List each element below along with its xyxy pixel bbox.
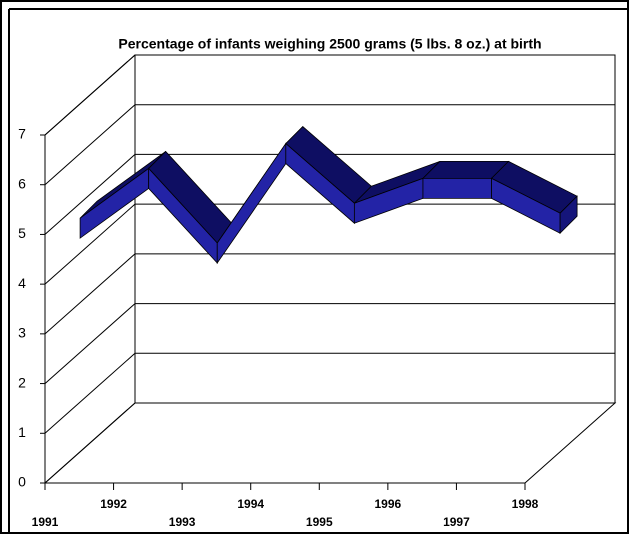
x-tick-label: 1996 <box>375 497 402 511</box>
x-tick-label: 1993 <box>169 515 196 529</box>
grid-line <box>44 352 136 434</box>
x-tick-label: 1997 <box>443 515 470 529</box>
x-tick-label: 1998 <box>512 497 539 511</box>
y-tick-label: 2 <box>18 374 26 390</box>
grid-line <box>44 54 136 136</box>
x-tick-label: 1994 <box>237 497 264 511</box>
y-tick-label: 1 <box>18 424 26 440</box>
y-tick-label: 0 <box>18 474 26 490</box>
y-tick-label: 3 <box>18 325 26 341</box>
x-tick-label: 1992 <box>100 497 127 511</box>
x-tick-label: 1995 <box>306 515 333 529</box>
y-tick-label: 4 <box>18 275 26 291</box>
grid-line <box>44 104 136 186</box>
ribbon-front <box>422 177 492 199</box>
grid-line <box>44 402 136 484</box>
y-tick-label: 7 <box>18 126 26 142</box>
grid-line <box>44 203 136 285</box>
chart-title: Percentage of infants weighing 2500 gram… <box>118 36 541 52</box>
grid-line <box>44 253 136 335</box>
grid-line <box>44 303 136 384</box>
y-tick-label: 5 <box>18 225 26 241</box>
x-tick-label: 1991 <box>32 515 59 529</box>
grid-line <box>44 154 136 235</box>
ribbon-end <box>559 195 578 235</box>
y-tick-label: 6 <box>18 175 26 191</box>
